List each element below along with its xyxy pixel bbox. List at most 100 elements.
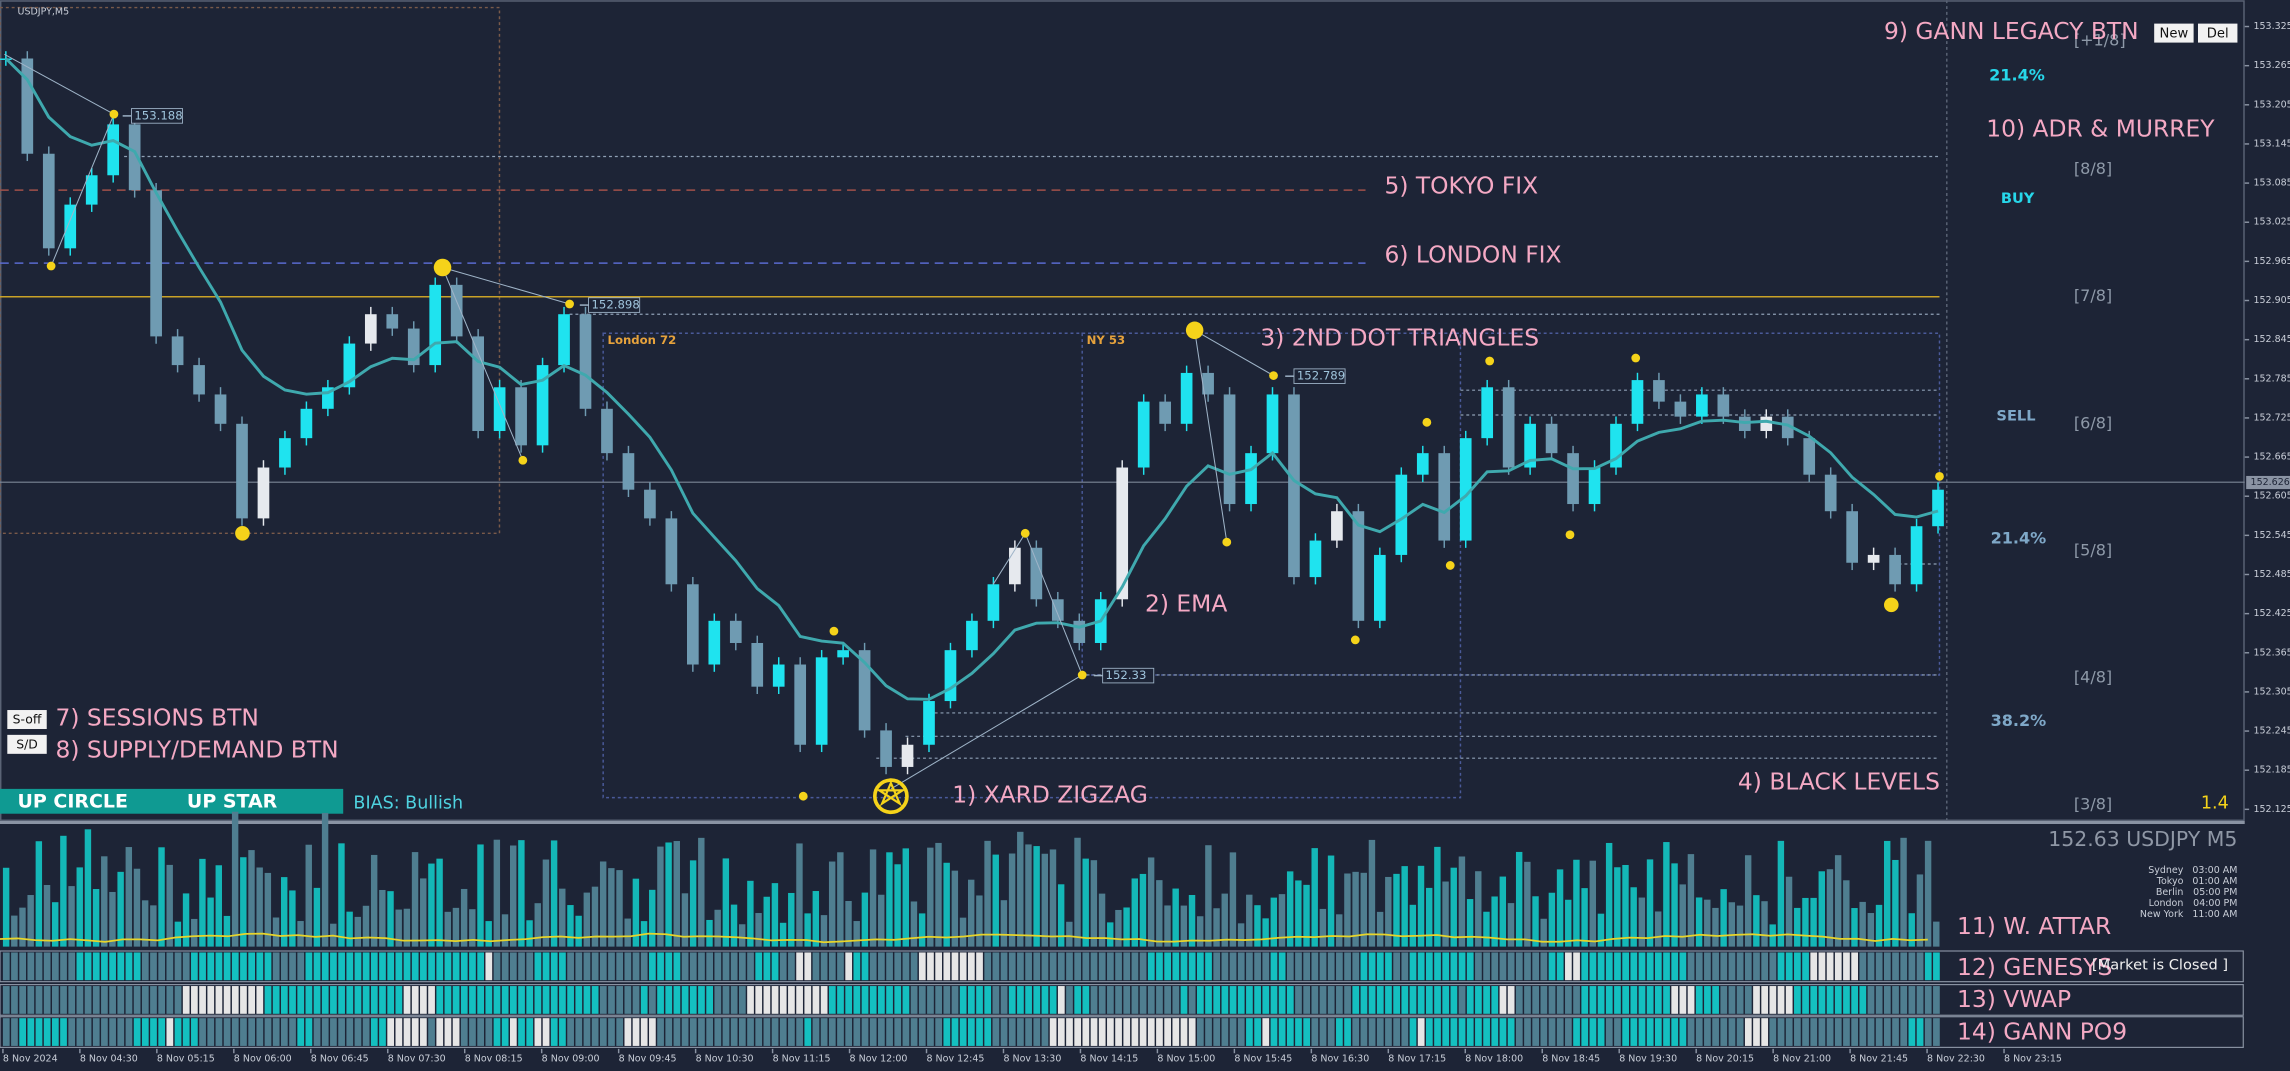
strip-cell: [1254, 986, 1261, 1014]
del-button-label[interactable]: Del: [2207, 26, 2229, 41]
time-label: 8 Nov 22:30: [1927, 1054, 1985, 1065]
strip-cell: [133, 986, 141, 1014]
strip-cell: [1654, 1018, 1662, 1046]
time-label: 8 Nov 20:15: [1696, 1054, 1754, 1065]
strip-cell: [1605, 952, 1613, 981]
strip-cell: [992, 952, 1000, 981]
volume-bar: [141, 900, 149, 947]
strip-cell: [1057, 1018, 1065, 1046]
sd-button[interactable]: [7, 734, 47, 754]
bias-label: BIAS: Bullish: [353, 793, 463, 813]
strip-cell: [2, 1018, 10, 1046]
strip-cell: [43, 986, 51, 1014]
strip-cell: [796, 952, 803, 981]
volume-bar: [1450, 867, 1457, 947]
volume-bar: [1687, 854, 1695, 947]
fib-label: 21.4%: [1991, 529, 2047, 548]
strip-cell: [1777, 986, 1785, 1014]
zigzag-label-box: [1102, 667, 1155, 684]
strip-cell: [1826, 986, 1834, 1014]
strip-cell: [1736, 986, 1744, 1014]
strip-cell: [1254, 952, 1261, 981]
strip-cell: [1033, 1018, 1041, 1046]
pivot-dot: [1631, 353, 1641, 363]
strip-cell: [526, 952, 534, 981]
volume-bar: [681, 893, 689, 947]
candle: [1202, 372, 1214, 395]
strip-cell: [1491, 986, 1499, 1014]
strip-cell: [550, 986, 558, 1014]
pivot-dot: [1935, 471, 1944, 481]
strip-cell: [256, 952, 264, 981]
strip-cell: [125, 952, 133, 981]
strip-cell: [1188, 1018, 1196, 1046]
candle: [987, 584, 1000, 621]
strip-cell: [1761, 952, 1769, 981]
strip-cell: [19, 1018, 26, 1046]
strip-cell: [1499, 986, 1507, 1014]
strip-cell: [223, 952, 231, 981]
strip-cell: [616, 1018, 624, 1046]
strip-cell: [191, 952, 198, 981]
strip-cell: [918, 952, 926, 981]
new-button[interactable]: [2154, 23, 2194, 43]
strip-cell: [1548, 986, 1556, 1014]
strip-cell: [1540, 952, 1548, 981]
strip-cell: [240, 952, 247, 981]
sessions-button-label[interactable]: S-off: [13, 712, 42, 727]
strip-cell: [1883, 986, 1891, 1014]
strip-cell: [1368, 1018, 1376, 1046]
volume-bar: [1466, 899, 1474, 947]
zigzag-label: 152.33: [1106, 668, 1147, 682]
strip-cell: [534, 986, 542, 1014]
strip-cell: [1597, 952, 1605, 981]
volume-bar: [1156, 880, 1163, 947]
volume-bar: [722, 858, 730, 947]
volume-bar: [158, 847, 165, 947]
candle: [429, 284, 442, 366]
new-button-label[interactable]: New: [2160, 26, 2189, 41]
candle: [1030, 547, 1043, 600]
strip-cell: [1573, 1018, 1580, 1046]
volume-bar: [1581, 888, 1588, 947]
strip-cell: [1720, 986, 1728, 1014]
strip-cell: [477, 952, 484, 981]
strip-cell: [420, 986, 427, 1014]
strip-cell: [1924, 1018, 1932, 1046]
pivot-dot: [1422, 417, 1432, 427]
strip-cell: [1663, 986, 1670, 1014]
strip-cell: [387, 952, 395, 981]
volume-bar: [1720, 889, 1727, 947]
volume-bar: [1548, 892, 1556, 947]
strip-cell: [1475, 986, 1482, 1014]
zigzag-line: [1024, 533, 1083, 676]
signal-circle: UP CIRCLE: [18, 791, 128, 813]
time-label: 8 Nov 05:15: [157, 1054, 215, 1065]
volume-bar: [1139, 873, 1147, 947]
volume-bar: [828, 861, 836, 947]
sessions-button[interactable]: [7, 710, 47, 730]
candle: [601, 408, 613, 454]
strip-cell: [125, 1018, 133, 1046]
strip-cell: [1131, 952, 1139, 981]
strip-cell: [1262, 1018, 1270, 1046]
strip-cell: [1794, 952, 1801, 981]
annotation: 11) W. ATTAR: [1957, 912, 2111, 940]
time-label: 8 Nov 09:45: [619, 1054, 677, 1065]
candle: [880, 730, 892, 767]
strip-cell: [207, 986, 215, 1014]
candle: [128, 124, 141, 191]
strip-cell: [1785, 1018, 1793, 1046]
annotation: 14) GANN PO9: [1957, 1017, 2127, 1045]
volume-bar: [240, 857, 247, 947]
volume-bar: [231, 811, 239, 947]
strip-cell: [215, 986, 223, 1014]
strip-cell: [436, 952, 444, 981]
strip-cell: [804, 986, 812, 1014]
candle: [1073, 620, 1086, 643]
sd-button-label[interactable]: S/D: [16, 737, 38, 752]
volume-bar: [1802, 897, 1809, 947]
candle: [1438, 453, 1451, 541]
strip-cell: [1336, 952, 1343, 981]
del-button[interactable]: [2197, 23, 2238, 43]
